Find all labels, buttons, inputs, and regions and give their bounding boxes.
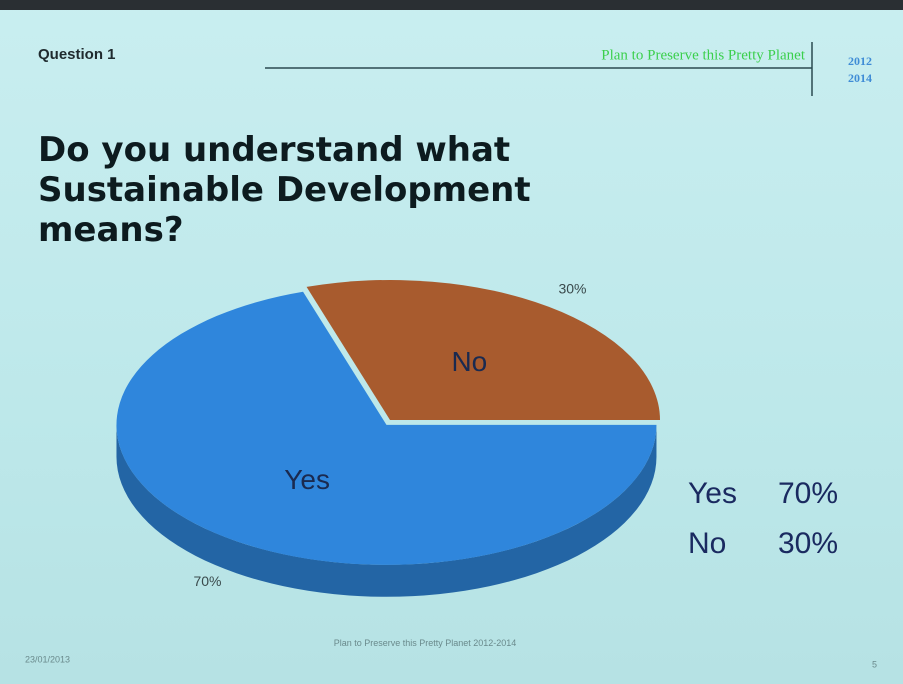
chart: Question 1 Plan to Preserve this Pretty … <box>0 0 903 684</box>
footer-date: 23/01/2013 <box>25 654 70 664</box>
value-label: 70% <box>193 573 221 589</box>
year-start: 2012 <box>848 54 872 68</box>
footer-page: 5 <box>872 659 877 669</box>
value-label: 30% <box>558 280 586 296</box>
footer-text: Plan to Preserve this Pretty Planet 2012… <box>330 638 520 648</box>
list-category: No <box>688 527 726 560</box>
slide: Question 1 Plan to Preserve this Pretty … <box>0 0 903 684</box>
photo-edge <box>0 0 903 10</box>
list-value: 70% <box>778 477 838 510</box>
year-end: 2014 <box>848 71 872 85</box>
slice-label: Yes <box>284 464 330 495</box>
slice-label: No <box>451 346 487 377</box>
list-category: Yes <box>688 477 737 510</box>
question-label: Question 1 <box>38 46 116 63</box>
list-value: 30% <box>778 527 838 560</box>
chart-title: Do you understand what Sustainable Devel… <box>38 130 688 250</box>
project-name: Plan to Preserve this Pretty Planet <box>601 47 806 63</box>
